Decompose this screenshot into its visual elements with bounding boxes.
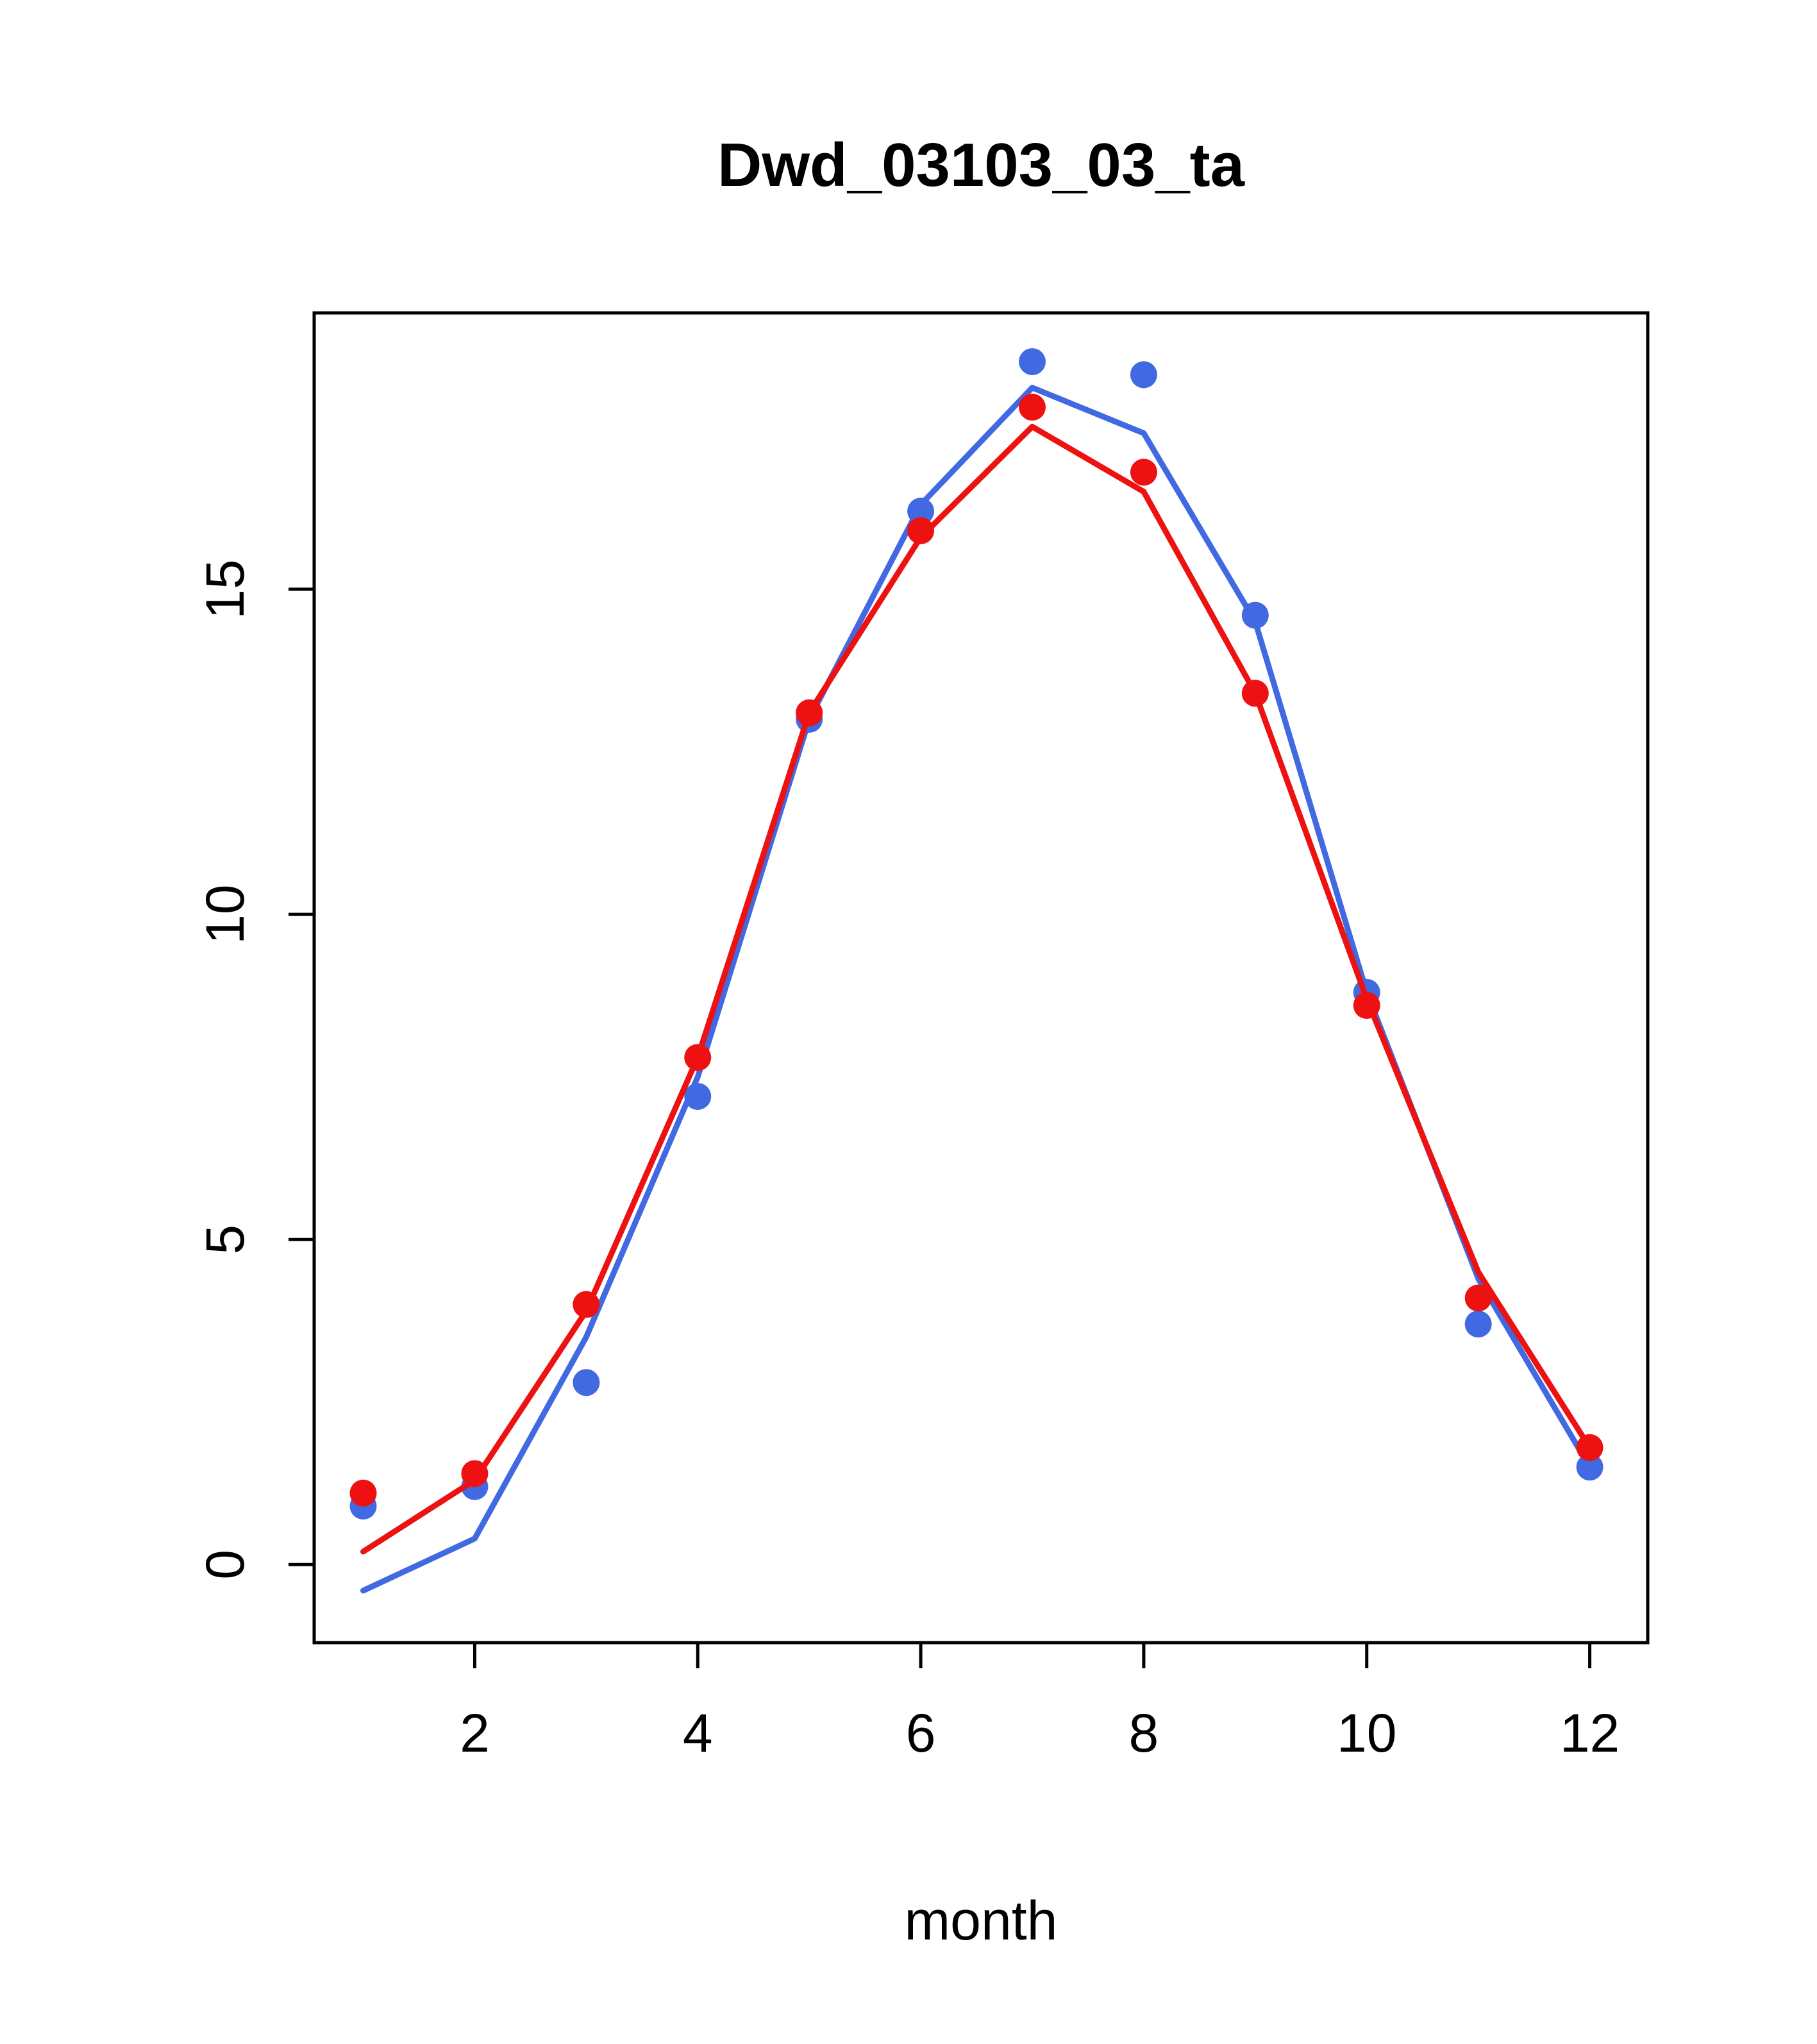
y-tick-label: 10 <box>195 884 255 944</box>
blue-points-marker <box>907 498 935 525</box>
plot-area: 2 4 6 8 10 12 0 5 10 15 <box>195 311 1650 1763</box>
x-tick-label: 2 <box>460 1703 490 1763</box>
red-points-marker <box>1353 992 1380 1019</box>
y-tick-label: 0 <box>195 1550 255 1580</box>
x-axis-label: month <box>904 1890 1057 1952</box>
x-tick-label: 10 <box>1337 1703 1396 1763</box>
blue-line <box>360 385 1593 1594</box>
blue-points-marker <box>573 1369 600 1396</box>
red-points-marker <box>1576 1434 1603 1461</box>
red-points-marker <box>684 1044 712 1071</box>
red-points-marker <box>573 1291 600 1318</box>
blue-points-marker <box>1241 601 1269 629</box>
plot-box <box>312 311 1650 1645</box>
red-points-marker <box>796 699 823 726</box>
blue-points-marker <box>1019 348 1046 376</box>
blue-points-marker <box>1130 361 1157 389</box>
y-tick-label: 5 <box>195 1225 255 1255</box>
y-tick-label: 15 <box>195 559 255 619</box>
red-points-marker <box>907 517 935 544</box>
x-tick-label: 4 <box>683 1703 713 1763</box>
red-points-marker <box>1464 1284 1492 1312</box>
x-tick-label: 12 <box>1560 1703 1620 1763</box>
red-points-marker <box>461 1460 489 1487</box>
blue-points-marker <box>684 1083 712 1110</box>
red-line <box>360 423 1593 1555</box>
x-tick-label: 6 <box>906 1703 936 1763</box>
chart-title: Dwd_03103_03_ta <box>717 131 1245 199</box>
red-points-marker <box>349 1479 377 1507</box>
x-tick-label: 8 <box>1129 1703 1159 1763</box>
blue-points-marker <box>1464 1311 1492 1338</box>
red-points-marker <box>1019 394 1046 421</box>
blue-points-marker <box>1576 1453 1603 1481</box>
red-points-marker <box>1241 680 1269 707</box>
red-points-marker <box>1130 458 1157 486</box>
